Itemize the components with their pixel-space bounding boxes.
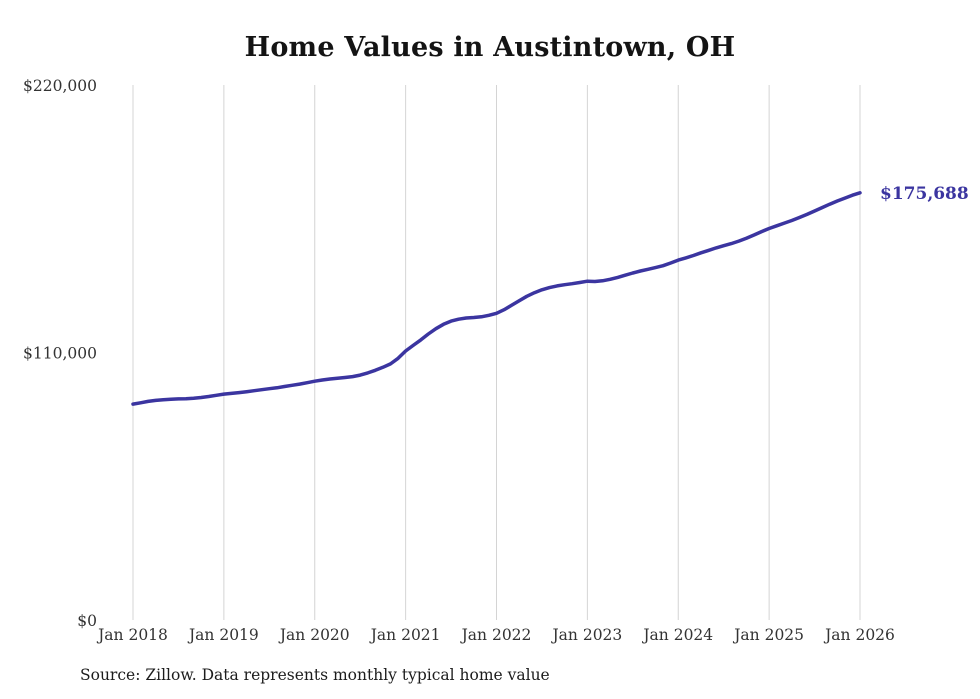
y-tick-label: $220,000: [23, 77, 97, 95]
x-tick-label: Jan 2025: [732, 626, 804, 644]
value-line: [131, 191, 862, 406]
x-tick-label: Jan 2018: [96, 626, 168, 644]
x-tick-label: Jan 2020: [278, 626, 350, 644]
y-tick-label: $0: [77, 612, 97, 630]
source-note: Source: Zillow. Data represents monthly …: [80, 666, 550, 684]
x-tick-label: Jan 2022: [460, 626, 532, 644]
y-tick-label: $110,000: [23, 345, 97, 363]
x-tick-label: Jan 2026: [823, 626, 895, 644]
x-tick-label: Jan 2019: [187, 626, 259, 644]
x-tick-label: Jan 2023: [550, 626, 622, 644]
x-tick-label: Jan 2024: [641, 626, 713, 644]
end-value-label: $175,688: [880, 184, 969, 204]
chart-title: Home Values in Austintown, OH: [244, 32, 736, 63]
x-tick-label: Jan 2021: [369, 626, 441, 644]
